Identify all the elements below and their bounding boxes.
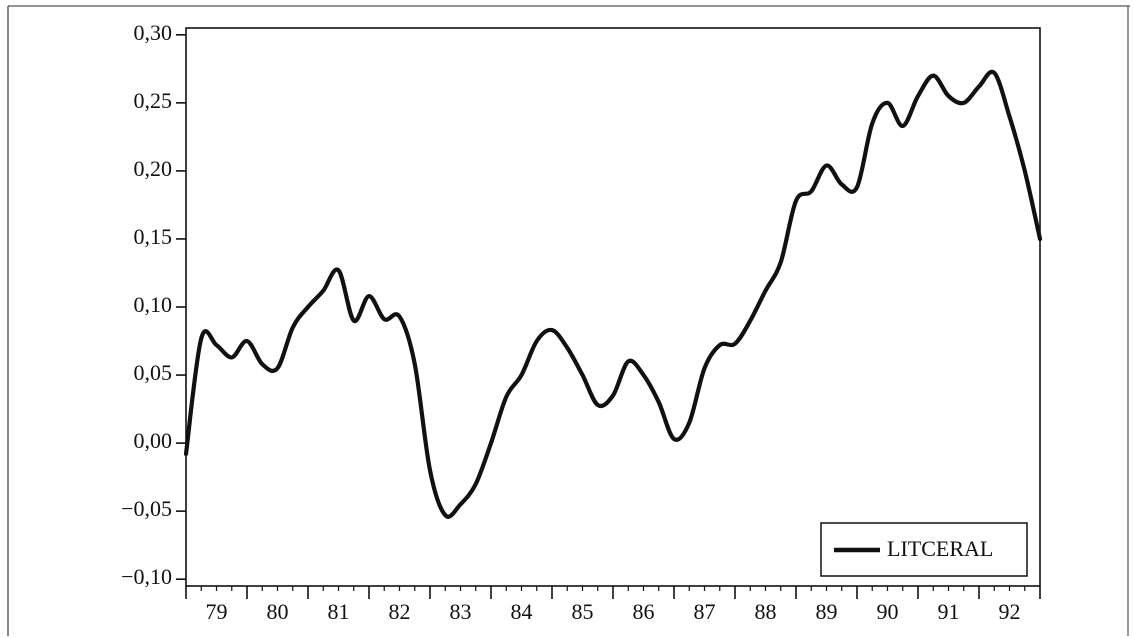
x-tick-label: 86: [633, 599, 655, 624]
y-tick-label: 0,10: [134, 292, 173, 317]
x-tick-label: 79: [206, 599, 228, 624]
x-tick-label: 80: [267, 599, 289, 624]
series-layer: [183, 69, 1043, 519]
x-tick-label: 83: [450, 599, 472, 624]
series-line-litceral: [183, 69, 1043, 519]
x-tick-label: 85: [572, 599, 594, 624]
x-tick-label: 91: [938, 599, 960, 624]
legend-label-litceral: LITCERAL: [887, 536, 993, 561]
x-axis: 79 80 81 82 83 84 85 86 87 88 89 90 91 92: [185, 586, 1041, 624]
y-tick-label: 0,00: [134, 428, 173, 453]
y-axis: 0,30 0,25 0,20 0,15 0,10 0,05 0,00 −0,05 −0,10: [121, 20, 186, 589]
y-tick-label: 0,20: [134, 156, 173, 181]
x-tick-label: 84: [511, 599, 533, 624]
y-tick-label: −0,10: [121, 564, 172, 589]
x-tick-label: 88: [755, 599, 777, 624]
x-tick-label: 90: [877, 599, 899, 624]
y-tick-label: 0,25: [134, 88, 173, 113]
y-tick-label: 0,05: [134, 360, 173, 385]
y-tick-label: 0,30: [134, 20, 173, 45]
x-tick-label: 82: [389, 599, 411, 624]
legend: LITCERAL: [820, 522, 1028, 577]
y-tick-label: −0,05: [121, 496, 172, 521]
x-tick-label: 92: [999, 599, 1021, 624]
x-tick-label: 89: [816, 599, 838, 624]
y-tick-label: 0,15: [134, 224, 173, 249]
outer-frame: [7, 5, 1130, 636]
x-tick-label: 87: [694, 599, 716, 624]
x-tick-label: 81: [328, 599, 350, 624]
